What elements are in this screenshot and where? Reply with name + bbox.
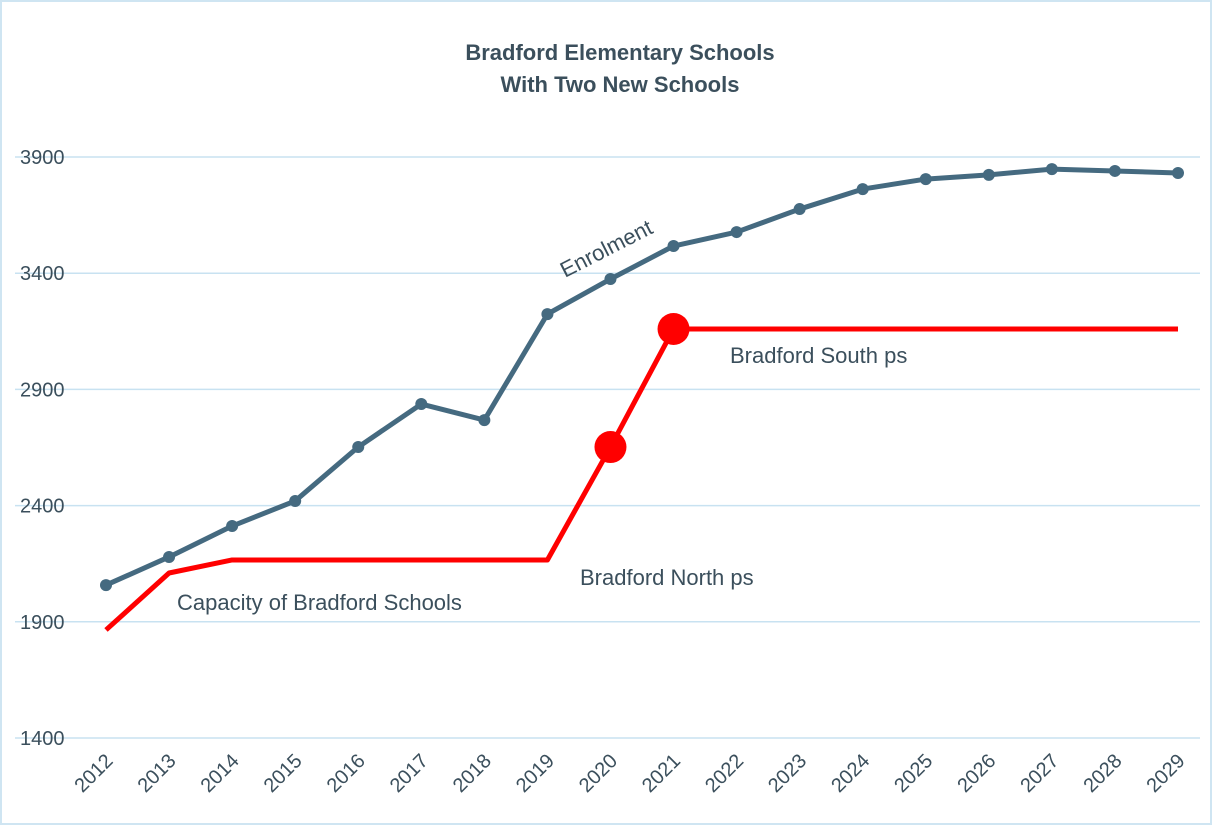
x-tick-label: 2028 <box>1079 750 1126 797</box>
y-tick-label: 3400 <box>20 263 65 285</box>
point <box>100 579 112 592</box>
point <box>1108 164 1121 177</box>
y-tick-label: 2900 <box>20 379 65 401</box>
point <box>667 240 680 253</box>
series-label: Enrolment <box>556 215 657 283</box>
x-tick-label: 2020 <box>575 750 622 797</box>
x-tick-label: 2013 <box>134 750 181 797</box>
series-label: Capacity of Bradford Schools <box>177 590 462 615</box>
point <box>657 312 690 345</box>
point <box>793 203 806 216</box>
x-tick-label: 2014 <box>197 750 244 797</box>
x-tick-label: 2021 <box>638 750 685 797</box>
point <box>1045 163 1058 176</box>
y-tick-label: 3900 <box>20 147 65 169</box>
point <box>415 398 428 411</box>
y-tick-label: 2400 <box>20 496 65 518</box>
x-tick-label: 2015 <box>260 750 307 797</box>
point <box>289 494 302 507</box>
x-tick-label: 2024 <box>827 750 874 797</box>
x-tick-label: 2023 <box>764 750 811 797</box>
point <box>730 226 743 239</box>
x-tick-label: 2019 <box>512 750 559 797</box>
y-tick-label: 1400 <box>20 728 65 750</box>
point <box>541 308 554 321</box>
annotation: Bradford South ps <box>730 343 907 368</box>
annotation: Bradford North ps <box>580 565 754 590</box>
x-tick-label: 2022 <box>701 750 748 797</box>
series-line <box>104 326 1178 632</box>
x-tick-label: 2012 <box>71 750 118 797</box>
x-tick-label: 2026 <box>953 750 1000 797</box>
series-line <box>104 166 1179 588</box>
point <box>604 273 617 286</box>
x-tick-label: 2025 <box>890 750 937 797</box>
point <box>594 431 627 464</box>
x-tick-label: 2018 <box>449 750 496 797</box>
point <box>163 550 176 563</box>
x-tick-label: 2027 <box>1016 750 1063 797</box>
point <box>352 441 365 454</box>
x-tick-label: 2016 <box>323 750 370 797</box>
y-tick-label: 1900 <box>20 612 65 634</box>
point <box>919 173 932 186</box>
chart-title: Bradford Elementary Schools <box>465 40 774 65</box>
point <box>856 183 869 196</box>
point <box>478 414 491 427</box>
x-tick-label: 2029 <box>1143 750 1190 797</box>
point <box>226 520 239 533</box>
point <box>1172 167 1184 180</box>
chart-title: With Two New Schools <box>501 72 740 97</box>
x-tick-label: 2017 <box>386 750 433 797</box>
point <box>982 168 995 181</box>
